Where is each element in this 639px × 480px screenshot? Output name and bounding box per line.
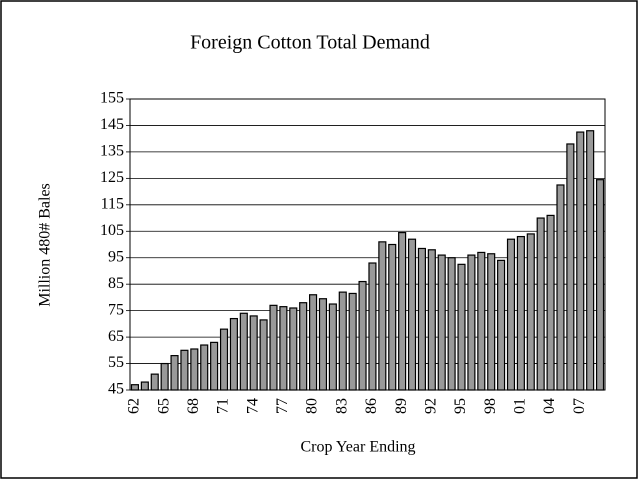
y-tick-label: 75 [108, 301, 124, 318]
bar [546, 214, 555, 391]
x-tick-label: 74 [244, 398, 261, 414]
bar [536, 217, 545, 391]
y-tick-label: 145 [100, 116, 124, 133]
bar [378, 241, 387, 391]
y-axis-title: Million 480# Bales [37, 183, 54, 307]
x-tick-label: 92 [422, 398, 439, 414]
bar [595, 179, 605, 391]
bar [497, 259, 506, 391]
bar [487, 253, 496, 391]
x-tick-label: 62 [126, 398, 143, 414]
x-tick-label: 95 [452, 398, 469, 414]
bar [170, 355, 179, 391]
bar [269, 304, 278, 391]
chart-title: Foreign Cotton Total Demand [190, 32, 430, 54]
bar [279, 306, 288, 391]
x-tick-label: 77 [274, 398, 291, 414]
x-axis-title: Crop Year Ending [300, 439, 415, 456]
bar [457, 263, 466, 391]
x-tick-label: 04 [541, 398, 558, 414]
y-tick-label: 45 [108, 381, 124, 398]
plot-frame [129, 98, 606, 391]
bar [190, 348, 199, 391]
bar [239, 312, 248, 391]
bar [348, 292, 357, 391]
bar [368, 262, 377, 391]
y-tick-label: 85 [108, 275, 124, 292]
bar [407, 238, 417, 391]
bar [289, 307, 298, 391]
bar [140, 381, 149, 391]
bar [477, 251, 486, 391]
bar [417, 247, 426, 391]
x-tick-label: 71 [215, 398, 232, 414]
bar [586, 130, 595, 391]
y-tick-label: 135 [100, 143, 124, 160]
bar [576, 131, 585, 391]
y-tick-label: 65 [108, 328, 124, 345]
bar [338, 291, 347, 391]
bar [328, 303, 337, 391]
x-tick-label: 86 [363, 398, 380, 414]
bar [566, 143, 575, 391]
x-tick-label: 83 [333, 398, 350, 414]
y-tick-label: 115 [101, 195, 124, 212]
bar [506, 238, 516, 391]
y-tick-label: 155 [100, 90, 124, 107]
bar [309, 294, 318, 391]
x-tick-label: 98 [482, 398, 499, 414]
bar [259, 319, 268, 391]
bar [219, 328, 229, 391]
y-tick-label: 105 [100, 222, 124, 239]
bar [526, 233, 535, 391]
bar [150, 373, 159, 391]
bar [210, 341, 219, 391]
bar [299, 302, 308, 391]
bar [447, 257, 456, 391]
bar [388, 243, 397, 391]
bar [249, 315, 258, 391]
x-tick-label: 01 [512, 398, 529, 414]
y-tick-label: 95 [108, 248, 124, 265]
x-tick-label: 80 [304, 398, 321, 414]
bar [437, 254, 446, 391]
x-tick-label: 07 [571, 398, 588, 414]
bar [318, 298, 328, 391]
bar [160, 362, 169, 391]
bar [427, 249, 436, 391]
y-tick-label: 55 [108, 354, 124, 371]
bar [556, 184, 565, 391]
bar [200, 344, 209, 391]
bar [358, 280, 367, 391]
bar [398, 231, 407, 391]
x-tick-label: 65 [155, 398, 172, 414]
bar [516, 235, 525, 391]
bar [467, 254, 476, 391]
bar [130, 384, 140, 391]
x-tick-label: 68 [185, 398, 202, 414]
x-tick-label: 89 [393, 398, 410, 414]
bar [180, 349, 189, 391]
y-tick-label: 125 [100, 169, 124, 186]
bar [229, 317, 238, 391]
